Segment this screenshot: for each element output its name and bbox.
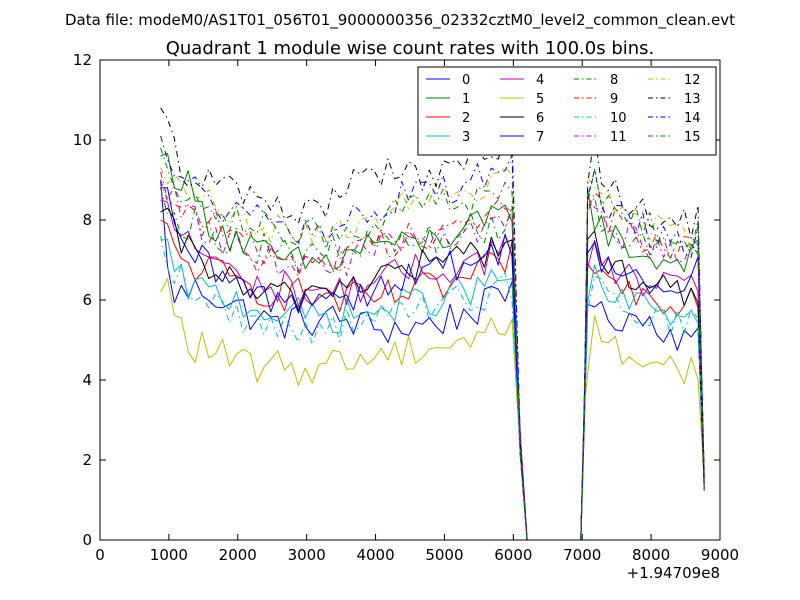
- legend-label-2: 2: [462, 111, 470, 126]
- series-line-11: [160, 171, 705, 541]
- legend-label-12: 12: [684, 73, 701, 88]
- x-offset-label: +1.94709e8: [627, 564, 720, 582]
- legend-label-13: 13: [684, 92, 701, 107]
- x-tick-label: 6000: [494, 546, 532, 564]
- y-tick-label: 6: [82, 291, 92, 309]
- legend-label-10: 10: [610, 111, 627, 126]
- y-tick-label: 8: [82, 211, 92, 229]
- y-tick-label: 2: [82, 451, 92, 469]
- series-line-12: [160, 167, 705, 541]
- series-line-9: [160, 179, 705, 541]
- series-line-15: [160, 147, 705, 541]
- legend-label-6: 6: [536, 111, 544, 126]
- y-tick-label: 0: [82, 531, 92, 549]
- y-tick-label: 10: [73, 131, 92, 149]
- x-tick-label: 1000: [150, 546, 188, 564]
- legend-label-15: 15: [684, 130, 701, 145]
- series-line-0: [160, 179, 705, 541]
- x-tick-label: 3000: [288, 546, 326, 564]
- legend-label-0: 0: [462, 73, 470, 88]
- legend-label-5: 5: [536, 92, 544, 107]
- series-line-13: [160, 107, 705, 541]
- x-tick-label: 4000: [356, 546, 394, 564]
- series-line-5: [160, 278, 705, 541]
- y-tick-label: 12: [73, 51, 92, 69]
- legend-label-8: 8: [610, 73, 618, 88]
- legend-label-4: 4: [536, 73, 544, 88]
- series-line-3: [160, 238, 705, 541]
- x-tick-label: 2000: [219, 546, 257, 564]
- series-line-10: [160, 235, 705, 541]
- y-tick-label: 4: [82, 371, 92, 389]
- x-tick-label: 9000: [701, 546, 739, 564]
- series-line-1: [160, 152, 705, 541]
- legend-box: [417, 66, 717, 156]
- suptitle: Data file: modeM0/AS1T01_056T01_90000003…: [65, 11, 735, 30]
- x-tick-label: 7000: [563, 546, 601, 564]
- legend-label-1: 1: [462, 92, 470, 107]
- chart-title: Quadrant 1 module wise count rates with …: [166, 38, 655, 59]
- legend-label-9: 9: [610, 92, 618, 107]
- series-line-14: [160, 135, 705, 541]
- series-line-7: [160, 187, 705, 541]
- x-tick-label: 8000: [632, 546, 670, 564]
- ticks-layer: 0 1000 2000 3000 4000 5000 6000 7000 8000 9000 0 2 4…: [73, 51, 739, 564]
- legend-label-7: 7: [536, 130, 544, 145]
- x-tick-label: 5000: [425, 546, 463, 564]
- legend-label-14: 14: [684, 111, 701, 126]
- series-line-6: [160, 207, 705, 541]
- series-line-8: [160, 187, 705, 541]
- legend-label-3: 3: [462, 130, 470, 145]
- legend-label-11: 11: [610, 130, 627, 145]
- x-tick-label: 0: [95, 546, 105, 564]
- series-layer: [160, 107, 705, 541]
